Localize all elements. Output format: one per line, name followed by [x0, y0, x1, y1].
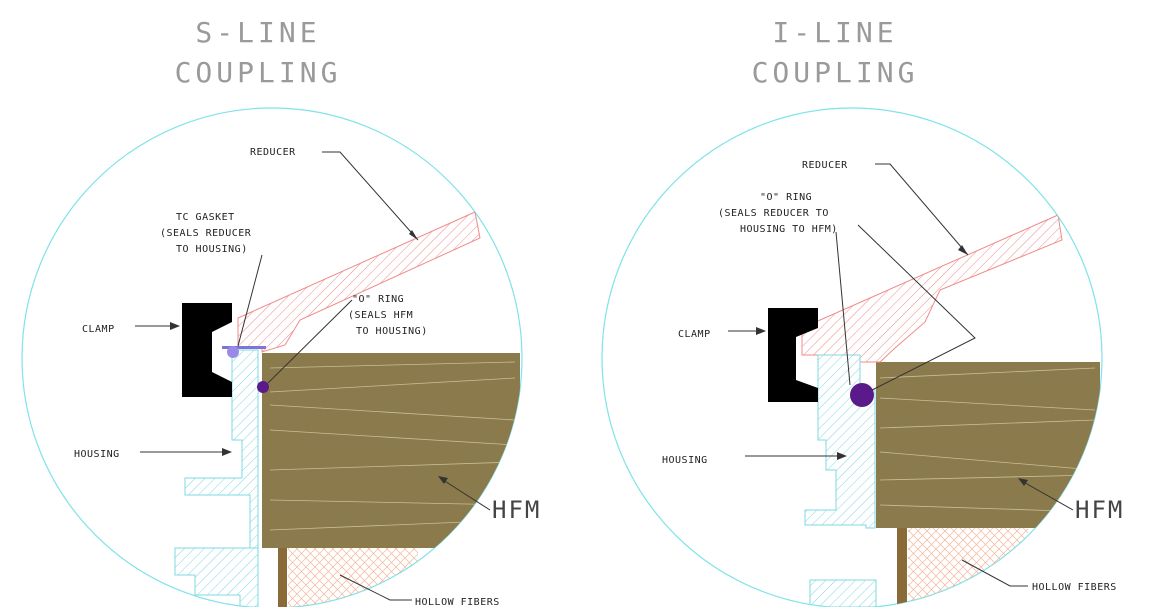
i-line-clamp-label: CLAMP [678, 329, 711, 340]
i-line-o-ring [850, 383, 874, 407]
s-line-fibers-label: HOLLOW FIBERS [415, 597, 500, 607]
i-line-title-line1: I-LINE [772, 16, 897, 49]
s-line-hfm-block [262, 353, 520, 548]
i-line-fibers-label: HOLLOW FIBERS [1032, 582, 1117, 593]
s-line-housing-label: HOUSING [74, 449, 120, 460]
i-line-oring-label-2: (SEALS REDUCER TO [718, 208, 829, 219]
s-line-hollow-fibers-hatch [288, 548, 418, 607]
s-line-reducer-label: REDUCER [250, 147, 296, 158]
i-line-detail-circle [601, 107, 1103, 607]
s-line-oring-label-2: (SEALS HFM [348, 310, 413, 321]
i-line-coupling: I-LINE COUPLING [601, 16, 1124, 607]
s-line-hfm-label: HFM [492, 496, 541, 524]
i-line-housing-label: HOUSING [662, 455, 708, 466]
i-line-reducer-label: REDUCER [802, 160, 848, 171]
s-line-gasket-leader [237, 254, 263, 347]
s-line-oring-label-3: TO HOUSING) [356, 326, 428, 337]
i-line-hollow-fibers-hatch [908, 528, 1028, 607]
s-line-gasket-label-3: TO HOUSING) [176, 244, 248, 255]
i-line-oring-label-1: "O" RING [760, 192, 812, 203]
i-line-fibers-leader [961, 559, 1028, 587]
s-line-gasket-strip [222, 346, 266, 349]
i-line-fiber-core [897, 528, 907, 607]
i-line-title-line2: COUPLING [752, 56, 919, 89]
s-line-coupling: S-LINE COUPLING [21, 16, 541, 607]
s-line-housing [184, 349, 259, 549]
i-line-housing-lower [809, 579, 877, 607]
s-line-tc-gasket [227, 346, 239, 358]
i-line-housing [804, 354, 876, 529]
s-line-oring-label-1: "O" RING [352, 294, 404, 305]
i-line-oring-leader [857, 224, 976, 391]
s-line-reducer-leader [322, 151, 419, 241]
s-line-gasket-label-2: (SEALS REDUCER [160, 228, 252, 239]
i-line-hfm-label: HFM [1075, 496, 1124, 524]
s-line-housing-lower [174, 547, 259, 607]
s-line-hfm-texture [269, 361, 516, 531]
i-line-reducer-leader [875, 163, 969, 256]
i-line-oring-leader-2 [835, 231, 851, 386]
s-line-clamp [182, 303, 232, 397]
i-line-oring-label-3: HOUSING TO HFM) [740, 224, 838, 235]
i-line-hfm-leader [1019, 479, 1074, 511]
s-line-fiber-core [278, 548, 287, 607]
s-line-gasket-label-1: TC GASKET [176, 212, 235, 223]
i-line-hfm-block [876, 362, 1100, 528]
s-line-detail-circle [21, 107, 523, 607]
s-line-clamp-label: CLAMP [82, 324, 115, 335]
s-line-o-ring [257, 381, 269, 393]
s-line-title-line1: S-LINE [195, 16, 320, 49]
s-line-fibers-leader [339, 574, 412, 601]
s-line-title-line2: COUPLING [175, 56, 342, 89]
s-line-hfm-leader [439, 477, 491, 511]
s-line-oring-leader [267, 299, 353, 384]
i-line-clamp [768, 308, 818, 402]
